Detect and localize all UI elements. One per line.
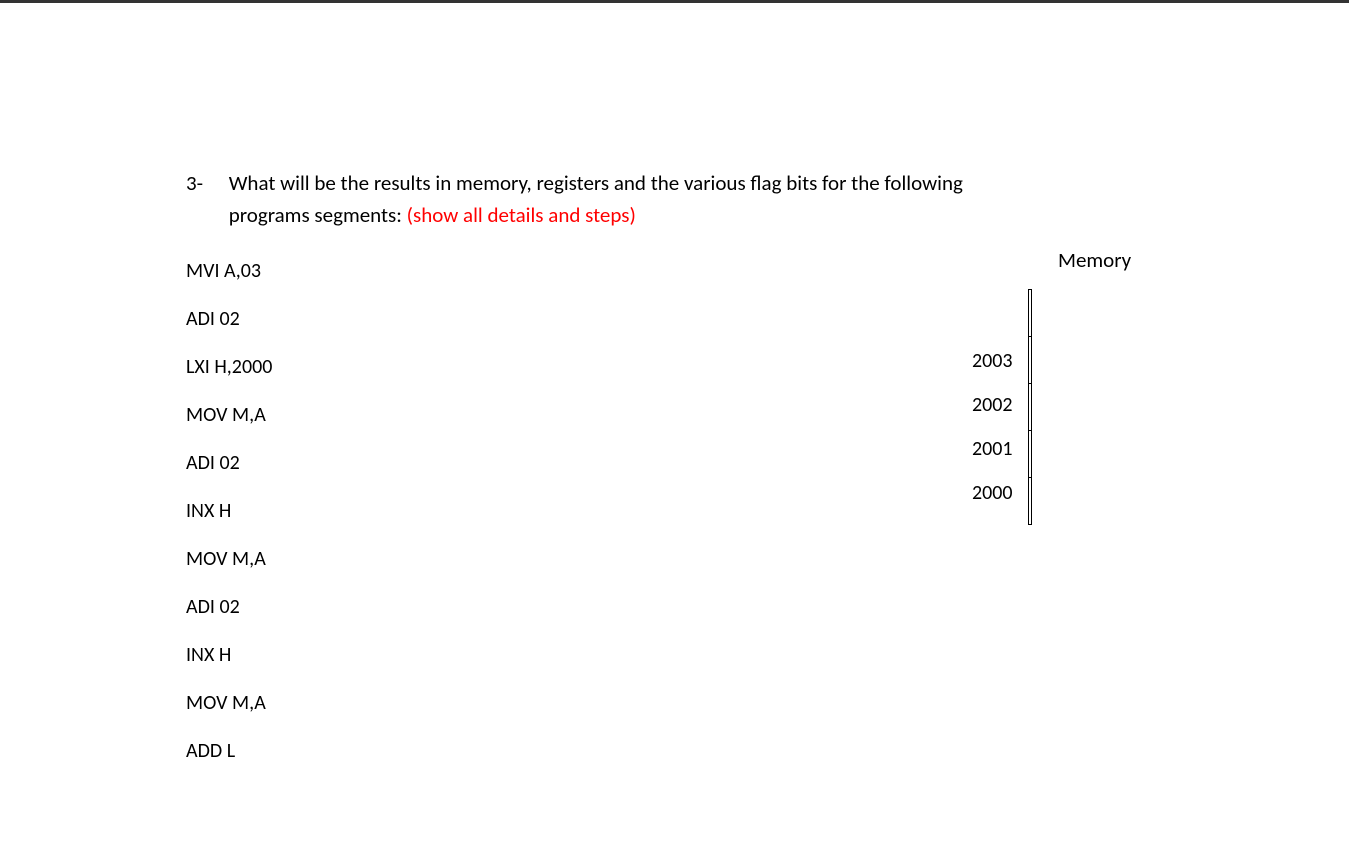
- memory-cells-table: [1028, 289, 1032, 525]
- memory-cell: [1029, 290, 1032, 337]
- question-number: 3-: [186, 168, 224, 200]
- question-red-instruction: (show all details and steps): [407, 202, 636, 228]
- question-text: What will be the results in memory, regi…: [229, 168, 1129, 231]
- memory-address: 2000: [972, 471, 1013, 515]
- question-line-2: programs segments:: [229, 202, 407, 228]
- memory-cell: [1029, 478, 1032, 525]
- code-line: MOV M,A: [186, 549, 1179, 569]
- code-line: INX H: [186, 645, 1179, 665]
- memory-cell: [1029, 337, 1032, 384]
- document-content: 3- What will be the results in memory, r…: [0, 3, 1349, 761]
- memory-address: 2003: [972, 339, 1013, 383]
- code-line: MVI A,03: [186, 261, 1179, 281]
- memory-cell: [1029, 384, 1032, 431]
- code-line: ADI 02: [186, 597, 1179, 617]
- memory-cell: [1029, 431, 1032, 478]
- memory-address: 2002: [972, 383, 1013, 427]
- question-prompt: 3- What will be the results in memory, r…: [186, 168, 1179, 231]
- memory-address-labels: 2003 2002 2001 2000: [972, 339, 1013, 515]
- memory-title: Memory: [1058, 247, 1131, 273]
- code-line: ADD L: [186, 741, 1179, 761]
- question-line-1: What will be the results in memory, regi…: [229, 170, 963, 196]
- memory-address: 2001: [972, 427, 1013, 471]
- code-line: MOV M,A: [186, 693, 1179, 713]
